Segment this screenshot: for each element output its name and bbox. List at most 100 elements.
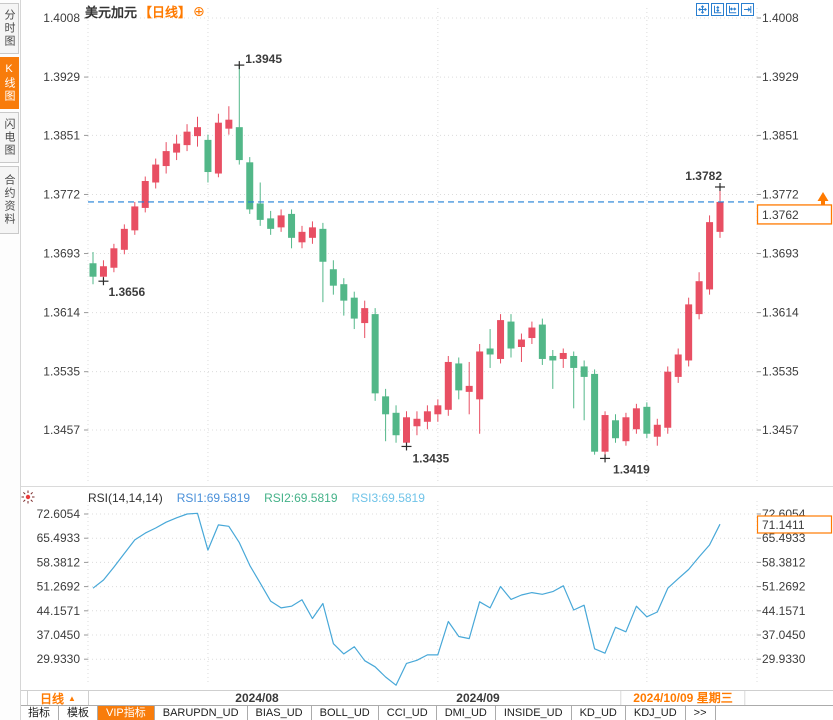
price-axis-label-left: 1.3457 <box>43 423 80 437</box>
candle-body <box>371 314 379 394</box>
rsi-params-label: RSI(14,14,14) <box>88 491 163 505</box>
candle-body <box>194 127 201 137</box>
indicator-tab[interactable]: 指标 <box>20 706 59 720</box>
candle-body <box>559 352 567 359</box>
x-axis-date-label: 2024/09 <box>456 691 500 705</box>
pan-right-icon[interactable] <box>741 3 754 16</box>
price-annotation-label: 1.3419 <box>613 462 650 476</box>
price-axis-label-left: 1.3851 <box>43 128 80 142</box>
candle-body <box>664 371 672 428</box>
add-indicator-icon[interactable]: ⊕ <box>193 3 205 19</box>
x-axis-date-label: 2024/10/09 星期三 <box>620 691 746 706</box>
candle-body <box>235 127 243 161</box>
time-axis-row: 日线 ▲ 2024/08 2024/09 2024/10/09 星期三 <box>20 690 833 706</box>
price-up-arrow-icon <box>817 191 829 206</box>
candle-body <box>601 415 609 452</box>
candle-body <box>486 348 494 355</box>
candle-body <box>695 281 703 315</box>
candle-body <box>340 284 348 301</box>
price-axis-label-left: 1.4008 <box>43 11 80 25</box>
candle-body <box>256 203 264 220</box>
rsi2-value-label: RSI2:69.5819 <box>264 491 338 505</box>
rsi-axis-label-right: 58.3812 <box>762 555 806 569</box>
candle-body <box>173 143 181 153</box>
price-chart-canvas[interactable]: 1.4008 1.4008 1.3929 1.3929 1.3851 1.3851 1.37… <box>0 0 833 487</box>
rsi-axis-label-left: 58.3812 <box>37 555 81 569</box>
candle-body <box>476 351 484 400</box>
rsi1-value-label: RSI1:69.5819 <box>176 491 251 505</box>
sidebar-tab[interactable]: 合约资料 <box>0 166 19 234</box>
indicator-tab[interactable]: VIP指标 <box>98 706 155 720</box>
price-axis-label-left: 1.3535 <box>43 365 80 379</box>
candle-body <box>225 119 233 129</box>
rsi-axis-label-left: 37.0450 <box>37 628 81 642</box>
candle-body <box>308 227 316 238</box>
rsi3-value-label: RSI3:69.5819 <box>351 491 425 505</box>
indicator-tab[interactable]: KD_UD <box>572 706 626 720</box>
price-axis-label-right: 1.3693 <box>762 247 799 261</box>
sidebar-tab[interactable]: 闪电图 <box>0 112 19 163</box>
rsi-axis-label-right: 29.9330 <box>762 652 806 666</box>
candle-body <box>382 396 390 415</box>
candle-body <box>706 222 714 290</box>
sidebar-tab[interactable]: 分时图 <box>0 3 19 54</box>
candle-body <box>162 151 170 167</box>
candle-body <box>298 231 306 243</box>
indicator-tab[interactable]: 模板 <box>59 706 98 720</box>
candle-body <box>214 122 222 174</box>
indicator-tab[interactable]: INSIDE_UD <box>496 706 572 720</box>
price-axis-label-left: 1.3772 <box>43 187 80 201</box>
candle-body <box>632 408 640 430</box>
rsi-axis-label-left: 65.4933 <box>37 531 81 545</box>
indicator-tab-bar: 指标 模板 VIP指标 BARUPDN_UD BIAS_UD BOLL_UD CCI_UD D… <box>20 705 833 720</box>
price-axis-label-right: 1.3457 <box>762 423 799 437</box>
candles-series <box>89 65 724 459</box>
indicator-tab[interactable]: BARUPDN_UD <box>155 706 248 720</box>
sidebar-tab[interactable]: K线图 <box>0 57 19 109</box>
rsi-settings-icon[interactable] <box>21 490 35 504</box>
fit-y-axis-icon[interactable] <box>711 3 724 16</box>
period-selector[interactable]: 日线 ▲ <box>27 691 89 706</box>
candle-body <box>403 417 410 443</box>
candle-body <box>288 213 296 238</box>
price-axis-label-left: 1.3693 <box>43 247 80 261</box>
rsi-value-box <box>756 515 833 534</box>
move-crosshair-icon[interactable] <box>696 3 709 16</box>
candle-body <box>716 201 724 232</box>
more-tabs-button[interactable]: >> <box>686 706 716 720</box>
candle-body <box>141 181 149 208</box>
indicator-tab[interactable]: KDJ_UD <box>626 706 686 720</box>
indicator-tab[interactable]: BIAS_UD <box>248 706 312 720</box>
candle-body <box>120 228 128 250</box>
price-axis-label-right: 1.3851 <box>762 128 799 142</box>
candle-body <box>517 339 525 348</box>
chart-toolbar <box>696 3 754 16</box>
rsi-axis-label-right: 65.4933 <box>762 531 806 545</box>
candle-body <box>591 373 599 452</box>
indicator-tab[interactable]: DMI_UD <box>437 706 496 720</box>
rsi-axis-label-left: 51.2692 <box>37 580 81 594</box>
candle-body <box>434 405 442 415</box>
panel-divider <box>20 486 833 487</box>
candle-body <box>465 385 473 392</box>
candle-body <box>246 162 254 210</box>
candle-body <box>361 308 369 324</box>
candle-body <box>131 206 139 231</box>
rsi-axis-label-left: 72.6054 <box>37 507 81 521</box>
candle-body <box>685 304 693 361</box>
period-selector-label: 日线 <box>40 692 65 706</box>
x-axis-date-label: 2024/08 <box>235 691 279 705</box>
rsi-axis-label-left: 29.9330 <box>37 652 81 666</box>
indicator-tab[interactable]: BOLL_UD <box>312 706 379 720</box>
candle-body <box>444 361 452 410</box>
price-axis-label-left: 1.3614 <box>43 306 80 320</box>
fit-x-axis-icon[interactable] <box>726 3 739 16</box>
candle-body <box>580 366 588 377</box>
candle-body <box>267 218 275 229</box>
rsi-axis-label-left: 44.1571 <box>37 604 81 618</box>
candle-body <box>277 215 285 228</box>
price-axis-label-right: 1.4008 <box>762 11 799 25</box>
indicator-tab[interactable]: CCI_UD <box>379 706 437 720</box>
price-axis-label-right: 1.3535 <box>762 365 799 379</box>
